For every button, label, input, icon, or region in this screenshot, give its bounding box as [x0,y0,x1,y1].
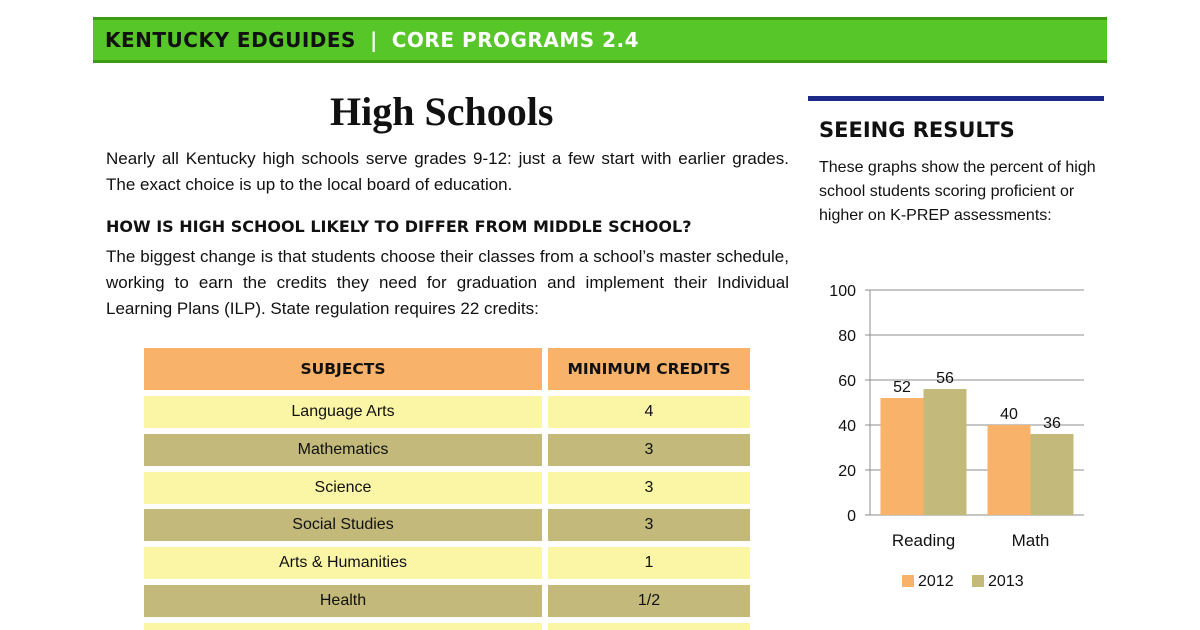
bar-reading-2012 [880,398,924,515]
y-tick-label: 0 [847,508,856,525]
banner-program: CORE PROGRAMS 2.4 [391,28,640,52]
credits-cell: 3 [548,472,750,504]
y-tick-label: 60 [838,373,856,390]
table-row-partial [144,623,750,630]
chart-x-labels: Reading Math [892,531,1050,550]
header-subjects: SUBJECTS [144,348,542,390]
subject-cell: Science [144,472,542,504]
table-row: Mathematics 3 [144,434,750,466]
subject-cell: Language Arts [144,396,542,428]
subject-cell: Arts & Humanities [144,547,542,579]
table-header-row: SUBJECTS MINIMUM CREDITS [144,348,750,390]
sidebar-rule [808,96,1104,101]
legend-swatch [902,575,914,587]
page-title: High Schools [330,89,554,134]
section-heading: HOW IS HIGH SCHOOL LIKELY TO DIFFER FROM… [106,217,692,236]
table-row: Science 3 [144,472,750,504]
bar-reading-2013 [923,389,967,515]
credits-cell: 1 [548,547,750,579]
data-label: 52 [893,379,911,396]
bar-math-2013 [1030,434,1074,515]
credits-cell: 3 [548,434,750,466]
credits-cell: 1/2 [548,585,750,617]
banner-org: KENTUCKY EDGUIDES [105,28,356,52]
legend-label: 2013 [988,573,1024,590]
subject-cell: Mathematics [144,434,542,466]
banner-separator: | [369,28,378,52]
subject-cell-empty [144,623,542,630]
data-label: 56 [936,370,954,387]
table-row: Arts & Humanities 1 [144,547,750,579]
credits-cell-empty [548,623,750,630]
table-row: Social Studies 3 [144,509,750,541]
data-label: 36 [1043,415,1061,432]
header-banner: KENTUCKY EDGUIDES | CORE PROGRAMS 2.4 [93,17,1107,63]
sidebar-description: These graphs show the percent of high sc… [819,159,1096,224]
sidebar-title: SEEING RESULTS [819,118,1015,142]
subject-cell: Social Studies [144,509,542,541]
subject-cell: Health [144,585,542,617]
x-tick-label: Math [1012,531,1050,550]
y-tick-label: 100 [829,283,856,300]
bar-math-2012 [987,425,1031,515]
header-minimum-credits: MINIMUM CREDITS [548,348,750,390]
data-label: 40 [1000,406,1018,423]
body-paragraph: The biggest change is that students choo… [106,247,789,318]
chart-value-labels: 52 56 40 36 [893,370,1061,432]
credits-cell: 4 [548,396,750,428]
y-tick-label: 80 [838,328,856,345]
table-row: Language Arts 4 [144,396,750,428]
x-tick-label: Reading [892,531,955,550]
legend-swatch [972,575,984,587]
credits-cell: 3 [548,509,750,541]
table-row: Health 1/2 [144,585,750,617]
chart-bars [880,389,1074,515]
legend-label: 2012 [918,573,954,590]
chart-legend: 2012 2013 [902,573,1024,590]
intro-paragraph: Nearly all Kentucky high schools serve g… [106,149,789,194]
chart-y-ticks: 0 20 40 60 80 100 [829,283,856,525]
y-tick-label: 20 [838,463,856,480]
y-tick-label: 40 [838,418,856,435]
